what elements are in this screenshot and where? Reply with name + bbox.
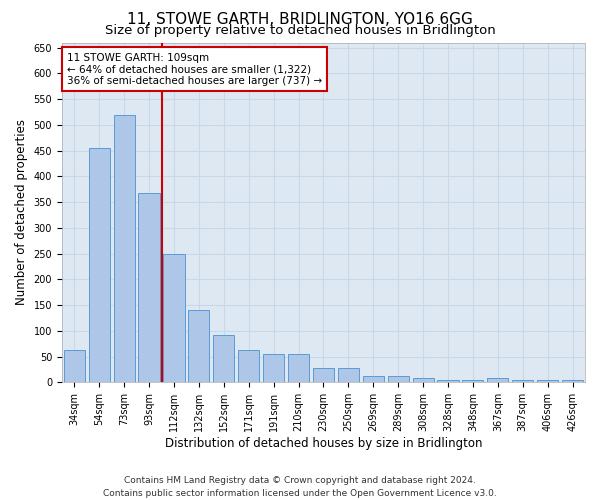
Bar (463, 380, 484, 382)
Bar (487, 378, 508, 382)
Bar (139, 193, 160, 382)
Bar (388, 376, 409, 382)
Text: 11 STOWE GARTH: 109sqm
← 64% of detached houses are smaller (1,322)
36% of semi-: 11 STOWE GARTH: 109sqm ← 64% of detached… (67, 52, 322, 86)
Bar (163, 254, 185, 382)
Bar (413, 378, 434, 382)
Y-axis label: Number of detached properties: Number of detached properties (15, 120, 28, 306)
Bar (113, 114, 135, 382)
Bar (288, 354, 309, 382)
Bar (537, 380, 558, 382)
Text: Size of property relative to detached houses in Bridlington: Size of property relative to detached ho… (104, 24, 496, 37)
Bar (263, 354, 284, 382)
Bar (362, 376, 384, 382)
Bar (238, 350, 259, 382)
Bar (562, 380, 583, 382)
Bar (188, 310, 209, 382)
Bar (512, 380, 533, 382)
Bar (338, 368, 359, 382)
Bar (89, 148, 110, 382)
Bar (64, 350, 85, 382)
Text: Contains HM Land Registry data © Crown copyright and database right 2024.
Contai: Contains HM Land Registry data © Crown c… (103, 476, 497, 498)
Bar (213, 335, 235, 382)
X-axis label: Distribution of detached houses by size in Bridlington: Distribution of detached houses by size … (165, 437, 482, 450)
Text: 11, STOWE GARTH, BRIDLINGTON, YO16 6GG: 11, STOWE GARTH, BRIDLINGTON, YO16 6GG (127, 12, 473, 28)
Bar (313, 368, 334, 382)
Bar (437, 380, 458, 382)
